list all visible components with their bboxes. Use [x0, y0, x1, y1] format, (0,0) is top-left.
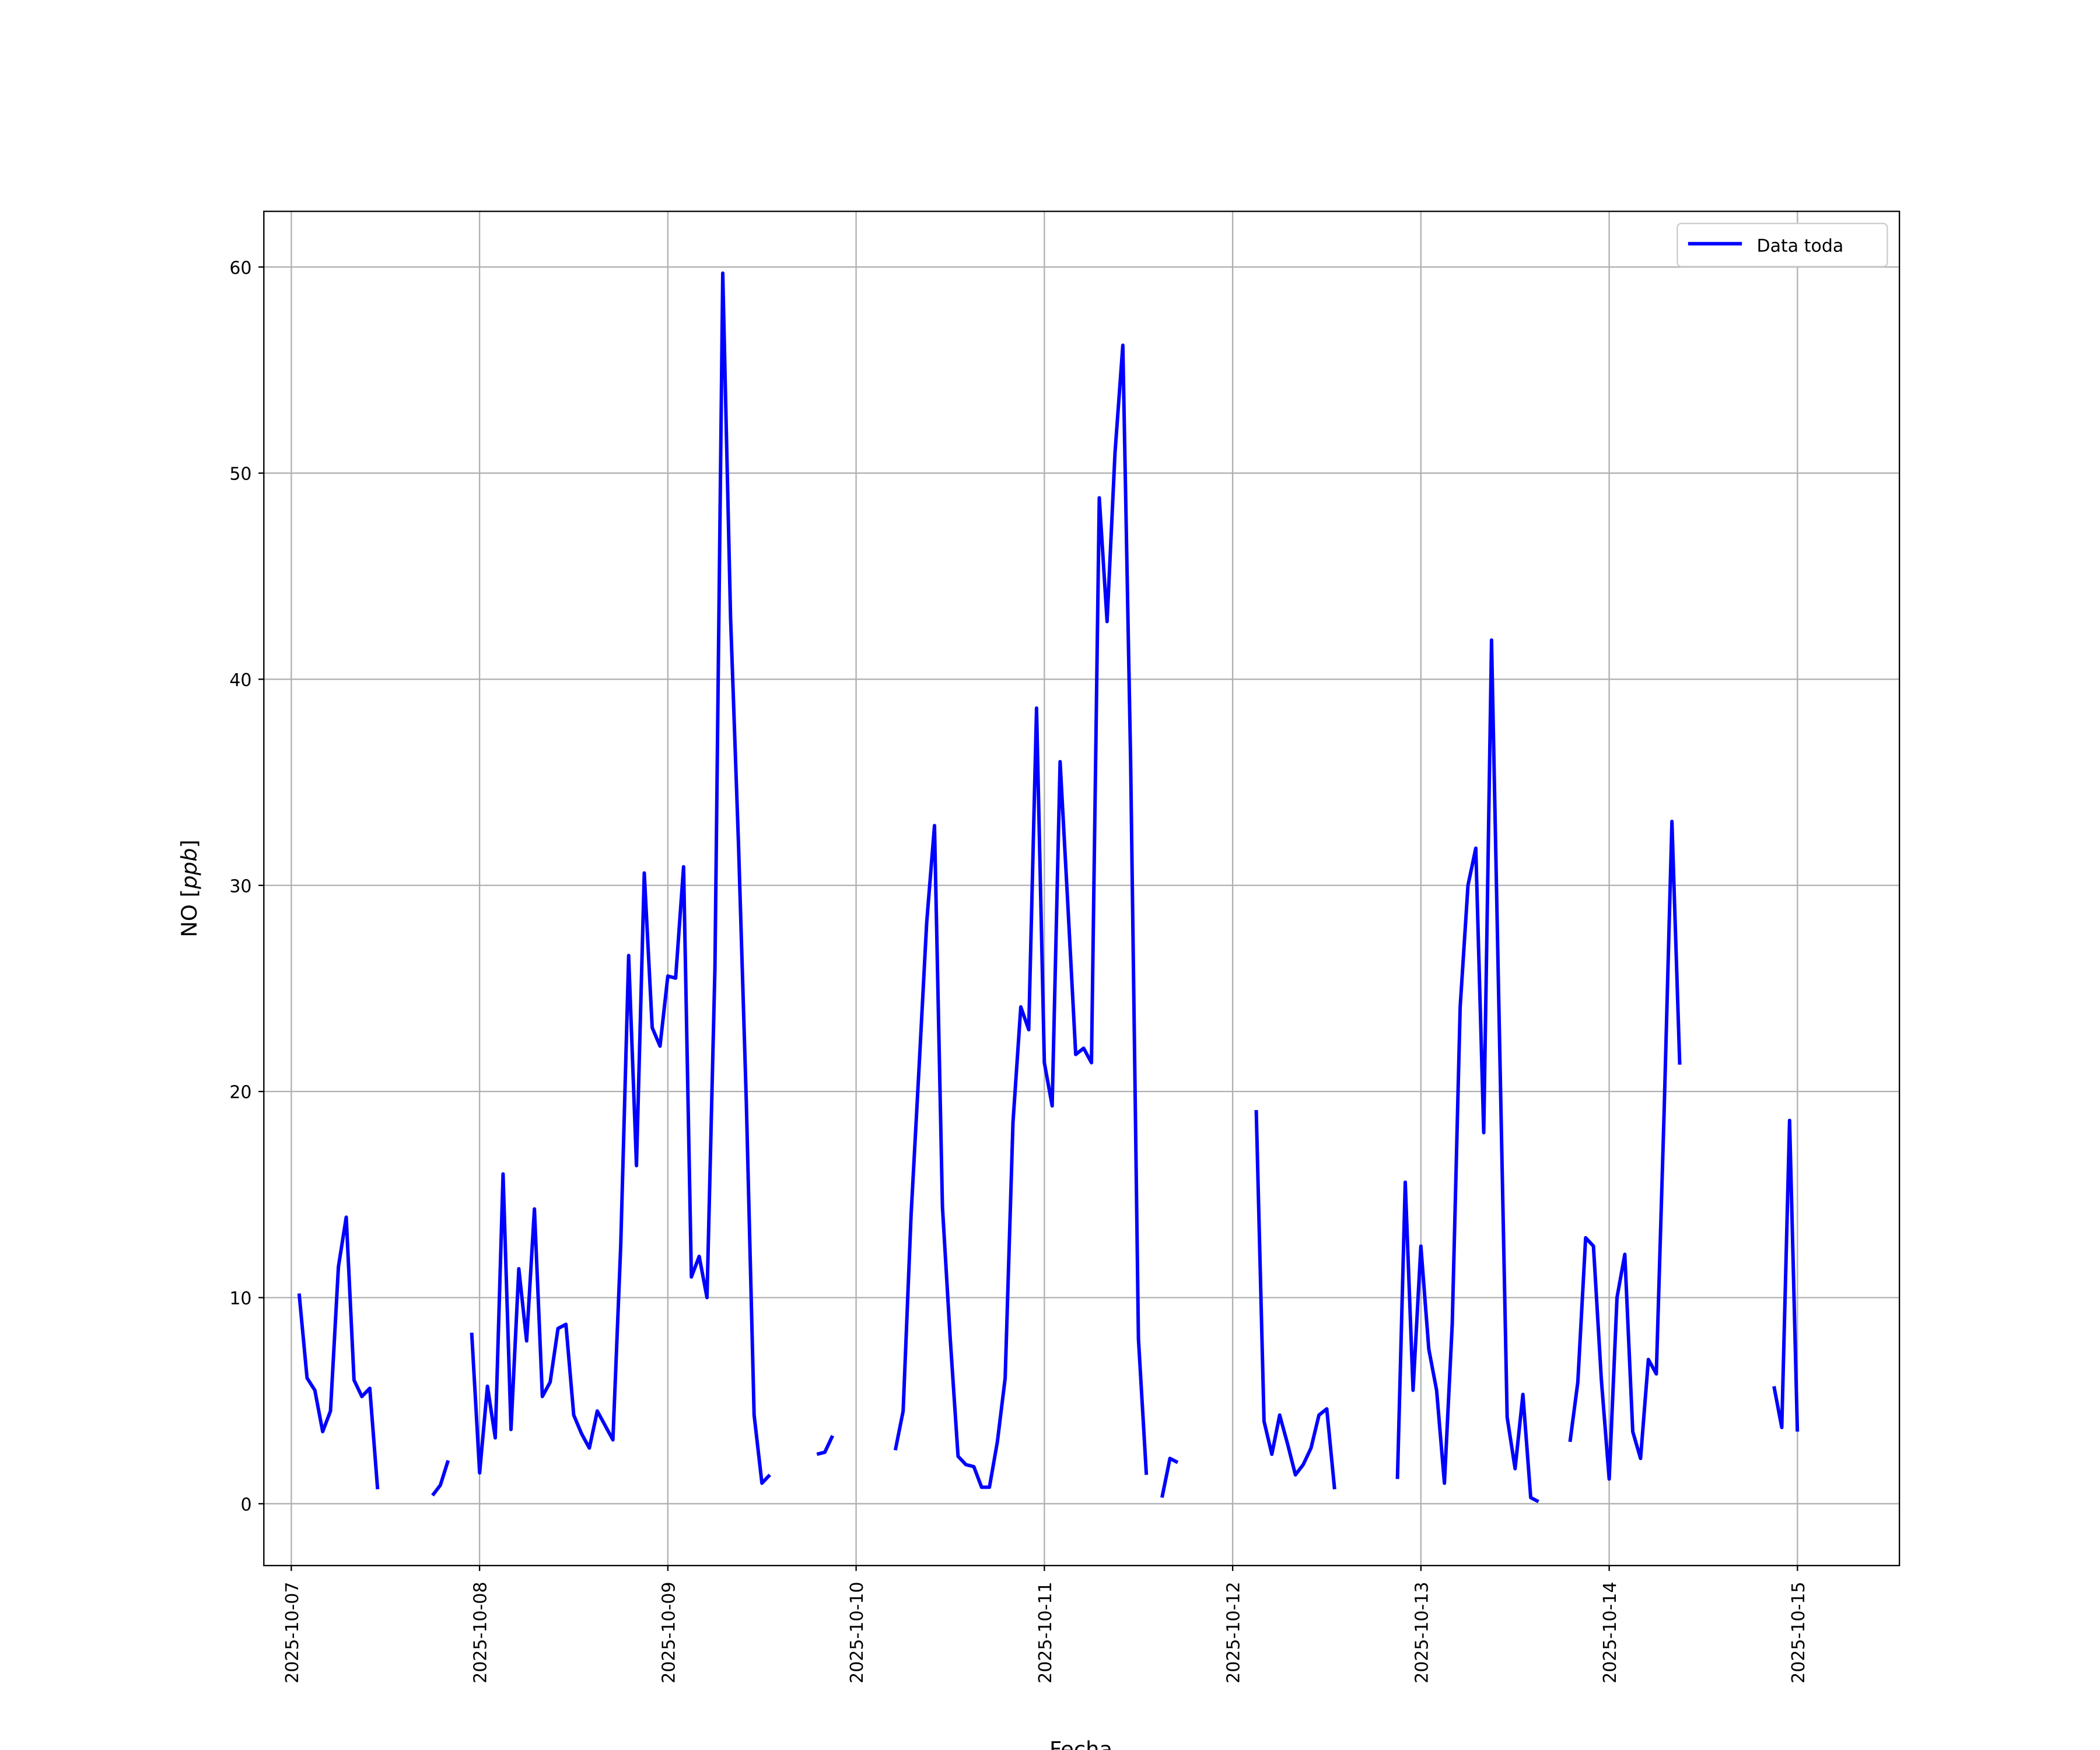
series-line-segment: [1395, 638, 1539, 1503]
axis-ticks: 0 10 20 30 40 50 60 2025-10-07 2025-10-08 2025-10…: [229, 258, 1809, 1684]
y-tick-label: 40: [229, 670, 251, 691]
series-line-segment: [1568, 820, 1682, 1481]
legend-label: Data toda: [1757, 236, 1844, 257]
x-tick-label: 2025-10-14: [1600, 1582, 1620, 1684]
x-tick-label: 2025-10-07: [282, 1582, 303, 1684]
series-line-segment: [816, 1434, 835, 1456]
legend: Data toda: [1676, 222, 1888, 268]
y-axis-label: NO [ppb]: [177, 839, 202, 937]
y-tick-label: 30: [229, 876, 251, 897]
y-tick-label: 60: [229, 258, 251, 278]
x-axis-label: Fecha: [1049, 1737, 1112, 1750]
series-lines: [297, 271, 1800, 1503]
series-line-segment: [1772, 1118, 1800, 1432]
grid: [264, 211, 1900, 1566]
series-line-segment: [1160, 1457, 1179, 1498]
series-line-segment: [470, 271, 771, 1485]
x-tick-label: 2025-10-12: [1224, 1582, 1244, 1684]
x-tick-label: 2025-10-09: [659, 1582, 679, 1684]
series-line-segment: [431, 1460, 450, 1497]
plot-frame: [263, 211, 1901, 1566]
y-tick-label: 10: [229, 1289, 251, 1309]
x-tick-label: 2025-10-15: [1788, 1582, 1809, 1684]
legend-box: [1676, 222, 1888, 268]
x-tick-label: 2025-10-11: [1035, 1582, 1056, 1684]
x-tick-label: 2025-10-08: [471, 1582, 491, 1684]
x-tick-label: 2025-10-10: [847, 1582, 867, 1684]
series-line-segment: [297, 1215, 380, 1490]
y-tick-label: 50: [229, 464, 251, 485]
x-tick-label: 2025-10-13: [1412, 1582, 1432, 1684]
y-tick-label: 0: [240, 1494, 251, 1515]
series-line-segment: [1254, 1110, 1336, 1490]
series-line-segment: [893, 343, 1149, 1489]
y-tick-label: 20: [229, 1083, 251, 1103]
